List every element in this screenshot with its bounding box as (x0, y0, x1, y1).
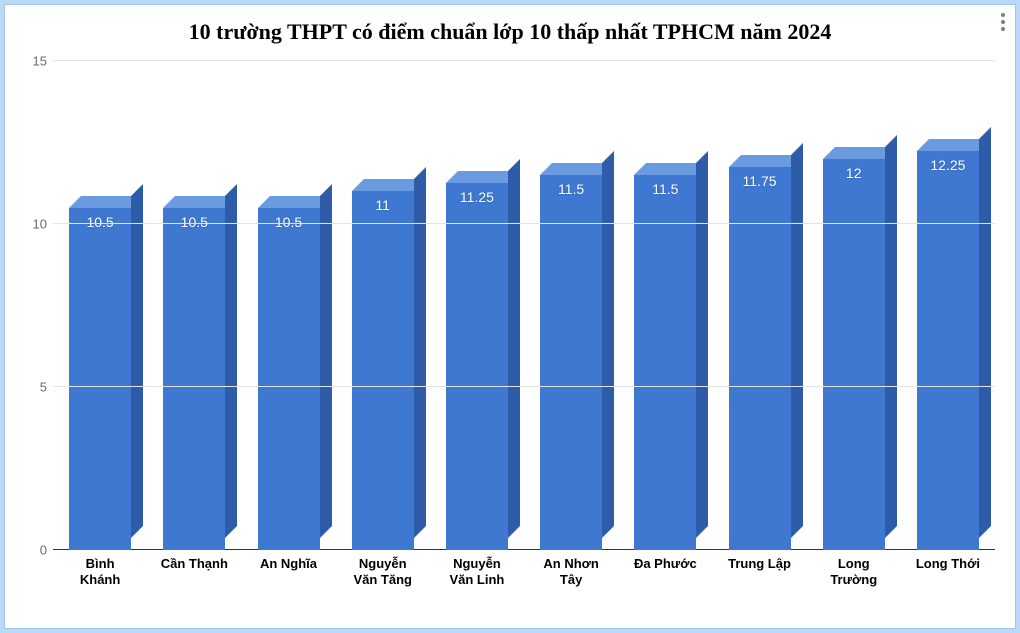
bar-value-label: 12 (846, 165, 862, 181)
x-tick-label: Bình Khánh (53, 556, 147, 620)
bar-front: 11.5 (540, 175, 602, 550)
bar-slot: 11.5 (618, 61, 712, 550)
bar-value-label: 11 (375, 197, 390, 213)
y-tick-label: 5 (25, 380, 47, 395)
bar-slot: 12.25 (901, 61, 995, 550)
bar-side-face (508, 159, 520, 538)
bar-value-label: 10.5 (86, 214, 113, 230)
xlabels-container: Bình KhánhCần ThạnhAn NghĩaNguyễn Văn Tă… (53, 556, 995, 620)
bar: 11.5 (540, 175, 602, 550)
bar-side-face (131, 184, 143, 538)
bar-value-label: 10.5 (181, 214, 208, 230)
x-tick-label: Nguyễn Văn Tăng (336, 556, 430, 620)
bar: 12 (823, 159, 885, 550)
bar-front: 12 (823, 159, 885, 550)
bar-side-face (320, 184, 332, 538)
bar-front: 12.25 (917, 151, 979, 550)
bar-front: 10.5 (163, 208, 225, 550)
y-tick-label: 10 (25, 217, 47, 232)
grid-line (53, 60, 995, 61)
chart-frame: 10 trường THPT có điểm chuẩn lớp 10 thấp… (4, 4, 1016, 629)
y-tick-label: 15 (25, 54, 47, 69)
bar-slot: 10.5 (241, 61, 335, 550)
bar: 11.25 (446, 183, 508, 550)
bar-slot: 11.75 (712, 61, 806, 550)
bar-front: 11 (352, 191, 414, 550)
bars-container: 10.5 10.5 10.5 11 11.25 11.5 11.5 11.75 12 12.25 (53, 61, 995, 550)
bar-slot: 11.25 (430, 61, 524, 550)
bar: 10.5 (258, 208, 320, 550)
bar-front: 11.75 (729, 167, 791, 550)
x-tick-label: An Nhơn Tây (524, 556, 618, 620)
bar: 11.5 (634, 175, 696, 550)
bar-side-face (979, 127, 991, 538)
bar: 11.75 (729, 167, 791, 550)
bar-value-label: 11.5 (558, 181, 584, 197)
chart-title: 10 trường THPT có điểm chuẩn lớp 10 thấp… (5, 19, 1015, 45)
bar-slot: 12 (807, 61, 901, 550)
bar-front: 11.5 (634, 175, 696, 550)
grid-line (53, 223, 995, 224)
bar-front: 11.25 (446, 183, 508, 550)
bar-slot: 11.5 (524, 61, 618, 550)
plot-area: 10.510.510.51111.2511.511.511.751212.25 … (53, 61, 995, 550)
bar-value-label: 11.5 (652, 181, 678, 197)
x-tick-label: An Nghĩa (241, 556, 335, 620)
x-tick-label: Nguyễn Văn Linh (430, 556, 524, 620)
x-tick-label: Long Thới (901, 556, 995, 620)
x-tick-label: Trung Lập (712, 556, 806, 620)
bar-front: 10.5 (258, 208, 320, 550)
bar-value-label: 11.25 (460, 189, 494, 205)
bar-side-face (602, 151, 614, 538)
bar-front: 10.5 (69, 208, 131, 550)
bar: 12.25 (917, 151, 979, 550)
bar-value-label: 10.5 (275, 214, 302, 230)
bar-value-label: 11.75 (743, 173, 777, 189)
bar-side-face (885, 135, 897, 538)
bar: 11 (352, 191, 414, 550)
bar: 10.5 (69, 208, 131, 550)
x-tick-label: Long Trường (807, 556, 901, 620)
bar-side-face (791, 143, 803, 538)
x-tick-label: Đa Phước (618, 556, 712, 620)
bar-value-label: 12.25 (930, 157, 965, 173)
bar-slot: 11 (336, 61, 430, 550)
grid-line (53, 386, 995, 387)
bar-side-face (696, 151, 708, 538)
bar-slot: 10.5 (53, 61, 147, 550)
x-tick-label: Cần Thạnh (147, 556, 241, 620)
bar: 10.5 (163, 208, 225, 550)
y-tick-label: 0 (25, 543, 47, 558)
bar-side-face (225, 184, 237, 538)
bar-slot: 10.5 (147, 61, 241, 550)
